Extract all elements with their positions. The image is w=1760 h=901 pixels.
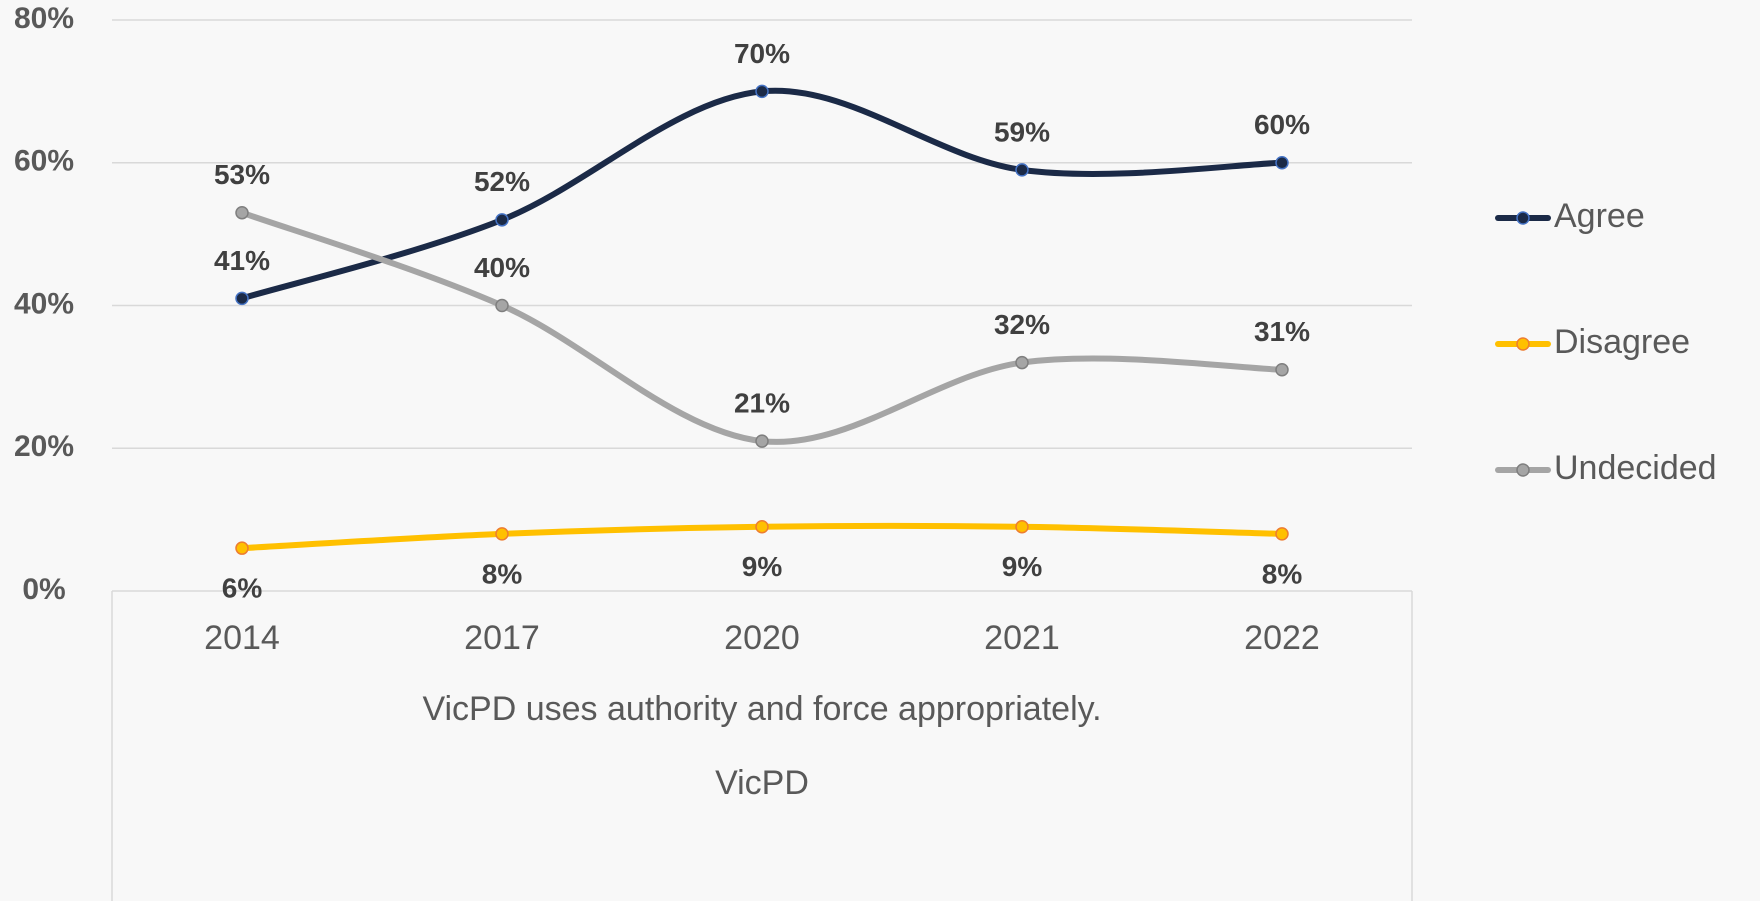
marker <box>755 84 769 99</box>
data-label: 21% <box>734 388 790 419</box>
marker <box>235 291 249 306</box>
marker <box>235 541 249 555</box>
legend-marker <box>1516 211 1530 225</box>
marker <box>1015 355 1029 370</box>
marker <box>755 520 769 534</box>
data-label: 8% <box>1262 558 1303 589</box>
data-label: 41% <box>214 245 270 276</box>
marker <box>1015 163 1029 177</box>
marker <box>755 434 769 448</box>
legend-marker <box>1516 463 1530 477</box>
data-label: 9% <box>1002 551 1043 582</box>
marker <box>1275 156 1289 170</box>
data-label: 32% <box>994 309 1050 340</box>
data-label: 31% <box>1254 316 1310 347</box>
x-tick-label: 2017 <box>464 619 540 657</box>
data-label: 70% <box>734 38 790 69</box>
marker <box>495 298 509 313</box>
x-tick-label: 2022 <box>1244 619 1320 657</box>
data-label: 59% <box>994 116 1050 147</box>
data-label: 40% <box>474 252 530 283</box>
marker <box>1015 520 1029 534</box>
marker <box>1275 362 1289 377</box>
data-label: 8% <box>482 558 523 589</box>
legend-label: Disagree <box>1554 323 1690 361</box>
data-label: 60% <box>1254 109 1310 140</box>
data-label: 53% <box>214 159 270 190</box>
y-tick-label: 40% <box>14 287 74 320</box>
y-tick-label: 80% <box>14 2 74 35</box>
marker <box>495 213 509 227</box>
x-axis-label: VicPD uses authority and force appropria… <box>422 690 1101 728</box>
marker <box>495 527 509 541</box>
data-label: 52% <box>474 166 530 197</box>
marker <box>1275 527 1289 541</box>
y-tick-label: 20% <box>14 430 74 463</box>
legend-marker <box>1516 337 1530 351</box>
x-axis-label: VicPD <box>715 764 809 802</box>
y-tick-label: 60% <box>14 145 74 178</box>
x-tick-label: 2021 <box>984 619 1060 657</box>
x-tick-label: 2020 <box>724 619 800 657</box>
data-label: 6% <box>222 573 263 604</box>
marker <box>235 205 249 220</box>
legend-label: Agree <box>1554 197 1645 235</box>
legend-label: Undecided <box>1554 449 1717 487</box>
data-label: 9% <box>742 551 783 582</box>
y-tick-label: 0% <box>22 573 65 606</box>
x-tick-label: 2014 <box>204 619 280 657</box>
